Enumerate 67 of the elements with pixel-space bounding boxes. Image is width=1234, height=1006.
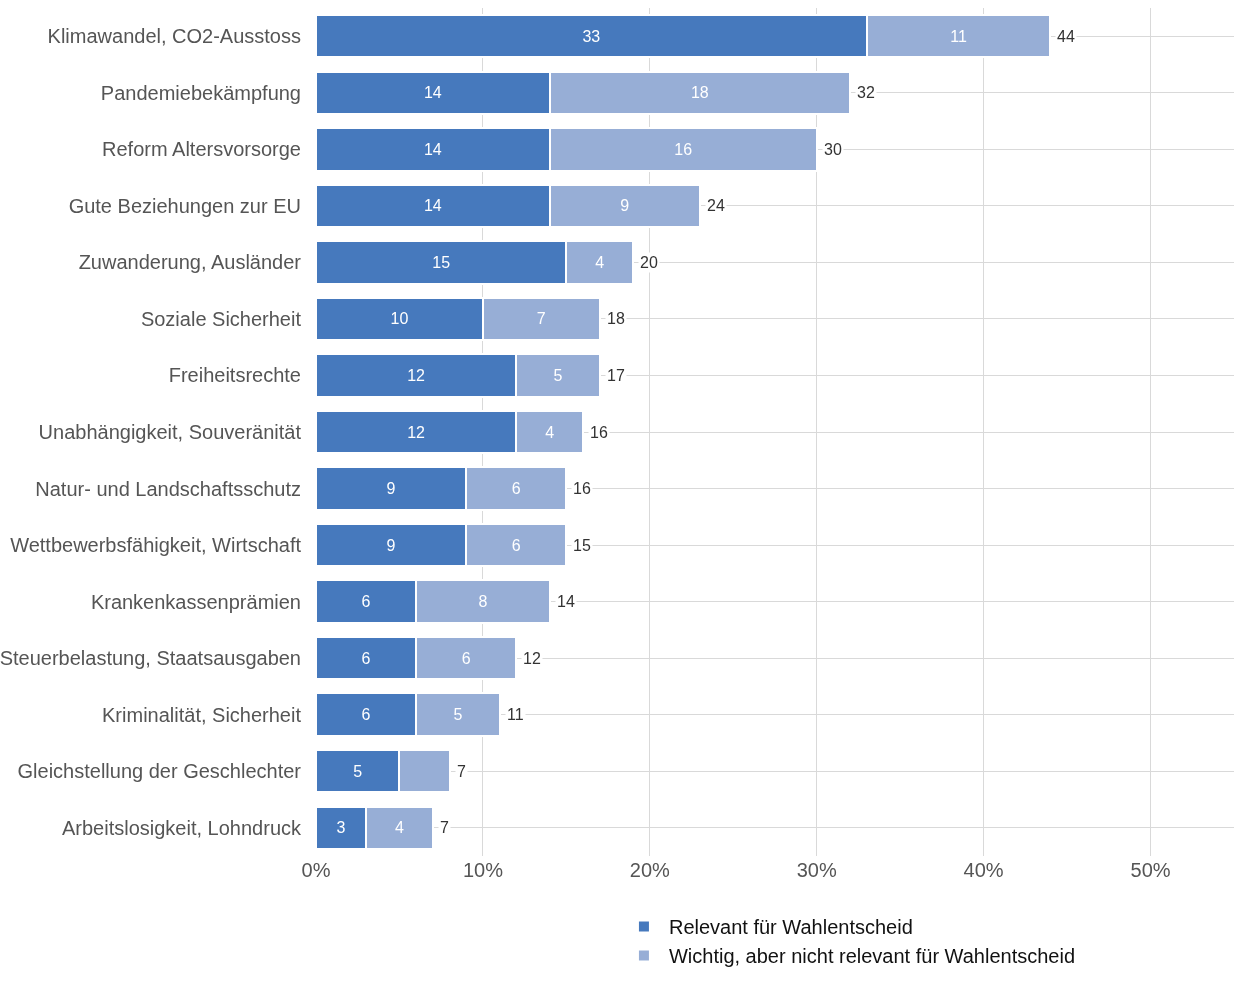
y-tick-label: Gute Beziehungen zur EU (68, 194, 301, 217)
data-label: 3 (336, 819, 346, 837)
data-label: 4 (394, 819, 404, 837)
data-label: 16 (674, 140, 693, 158)
data-label: 14 (423, 140, 442, 158)
total-label: 16 (573, 480, 591, 497)
y-tick-label: Steuerbelastung, Staatsausgaben (0, 647, 301, 670)
total-label: 16 (590, 424, 608, 441)
y-tick-label: Pandemiebekämpfung (100, 81, 301, 104)
data-label: 18 (690, 84, 709, 102)
data-label: 10 (390, 310, 409, 328)
total-label: 30 (824, 141, 842, 158)
total-label: 24 (707, 197, 725, 214)
total-label: 12 (523, 650, 541, 667)
data-label: 9 (620, 197, 630, 215)
x-tick-label: 20% (629, 859, 671, 881)
total-label: 20 (640, 254, 658, 271)
total-label: 18 (607, 310, 625, 327)
data-label: 11 (950, 27, 967, 45)
data-label: 6 (461, 649, 471, 667)
total-label: 7 (440, 819, 449, 836)
legend-label: Wichtig, aber nicht relevant für Wahlentscheid (668, 945, 1076, 968)
data-label: 6 (361, 649, 371, 667)
total-label: 17 (607, 367, 625, 384)
x-tick-label: 50% (1130, 859, 1171, 881)
total-label: 44 (1057, 28, 1075, 45)
data-label: 8 (478, 593, 488, 611)
y-tick-label: Soziale Sicherheit (140, 307, 302, 330)
data-label: 6 (361, 593, 371, 611)
data-label: 9 (386, 480, 396, 498)
data-label: 5 (553, 366, 563, 384)
y-tick-label: Natur- und Landschaftsschutz (35, 477, 301, 500)
x-tick-label: 30% (796, 859, 837, 881)
data-label: 15 (432, 253, 451, 271)
y-tick-label: Wettbewerbsfähigkeit, Wirtschaft (10, 534, 302, 557)
data-label: 6 (361, 706, 371, 724)
total-label: 11 (507, 706, 524, 723)
total-label: 7 (457, 763, 466, 780)
data-label: 33 (582, 27, 601, 45)
y-tick-label: Kriminalität, Sicherheit (102, 703, 302, 726)
y-tick-label: Freiheitsrechte (168, 364, 301, 387)
y-tick-label: Krankenkassenprämien (90, 590, 301, 613)
data-label: 9 (386, 536, 396, 554)
data-label: 14 (423, 197, 442, 215)
data-label: 6 (511, 480, 521, 498)
y-tick-label: Zuwanderung, Ausländer (78, 251, 302, 274)
y-tick-label: Reform Altersvorsorge (102, 138, 301, 161)
y-tick-label: Klimawandel, CO2-Ausstoss (47, 25, 301, 48)
data-label: 5 (453, 706, 463, 724)
legend-label: Relevant für Wahlentscheid (668, 916, 913, 939)
data-label: 5 (353, 762, 363, 780)
x-tick-label: 40% (963, 859, 1004, 881)
y-tick-label: Arbeitslosigkeit, Lohndruck (61, 816, 302, 839)
x-tick-label: 0% (301, 859, 331, 881)
total-label: 32 (857, 84, 875, 101)
y-tick-label: Gleichstellung der Geschlechter (17, 760, 302, 783)
data-label: 14 (423, 84, 442, 102)
data-label: 7 (536, 310, 546, 328)
y-tick-label: Unabhängigkeit, Souveränität (38, 421, 302, 443)
data-label: 12 (407, 423, 426, 441)
total-label: 14 (557, 593, 575, 610)
total-label: 15 (573, 537, 591, 554)
data-label: 6 (511, 536, 521, 554)
data-label: 4 (595, 253, 605, 271)
data-label: 4 (545, 423, 555, 441)
data-label: 12 (407, 366, 426, 384)
x-tick-label: 10% (462, 859, 504, 881)
